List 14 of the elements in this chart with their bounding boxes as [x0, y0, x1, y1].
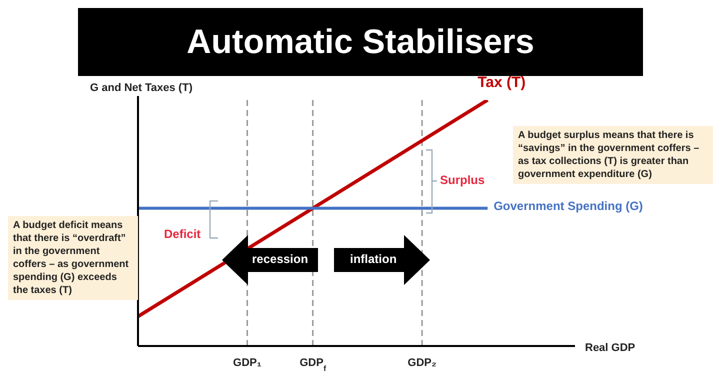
x-tick-label: GDP$_{f}$	[300, 357, 326, 372]
x-tick-label: GDP₁	[233, 357, 262, 369]
annotation: Surplus	[440, 173, 485, 187]
x-tick-label: GDP₂	[408, 357, 437, 369]
annotation: recession	[252, 252, 308, 266]
series-label: Tax (T)	[478, 74, 526, 91]
annotation: A budget surplus means that there is “savings” in the government coffers – as tax collections (T) is greater than government expenditure (G)	[518, 130, 700, 180]
chart-title: Automatic Stabilisers	[186, 22, 534, 62]
series-label: Government Spending (G)	[494, 199, 643, 214]
y-axis-title: G and Net Taxes (T)	[90, 82, 192, 94]
annotation: inflation	[350, 252, 397, 266]
annotation: Deficit	[164, 227, 201, 241]
x-axis-title: Real GDP	[585, 342, 636, 354]
text: A budget deficit means that there is “overdraft” in the government coffers – as government spending (G) exceeds the taxes (T)	[13, 220, 129, 296]
